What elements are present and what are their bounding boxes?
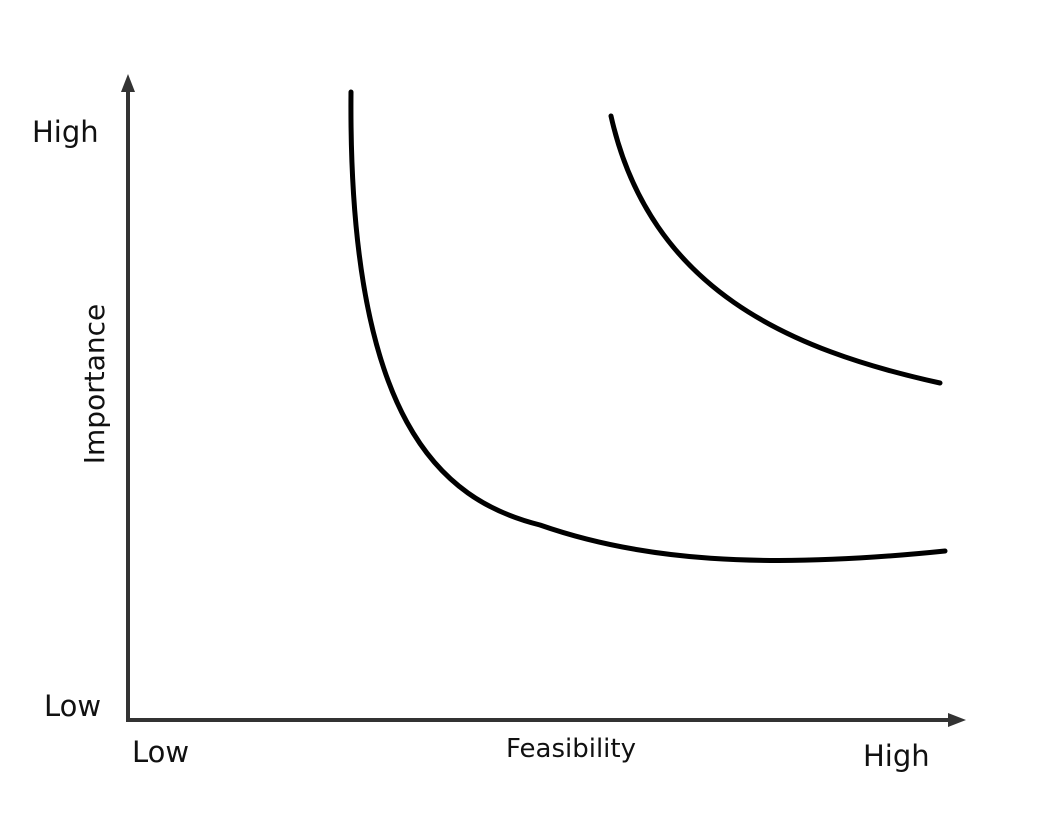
x-axis	[126, 713, 966, 727]
lower-curve	[348, 89, 948, 563]
y-axis	[121, 74, 135, 720]
x-axis-title: Feasibility	[506, 734, 636, 764]
y-axis-high-label: High	[32, 115, 99, 149]
x-axis-low-label: Low	[132, 735, 190, 769]
y-axis-low-label: Low	[44, 689, 102, 723]
x-axis-high-label: High	[863, 739, 930, 773]
upper-curve	[608, 113, 943, 386]
y-axis-title: Importance	[78, 303, 111, 465]
y-axis-arrowhead	[121, 74, 135, 92]
x-axis-arrowhead	[948, 713, 966, 727]
